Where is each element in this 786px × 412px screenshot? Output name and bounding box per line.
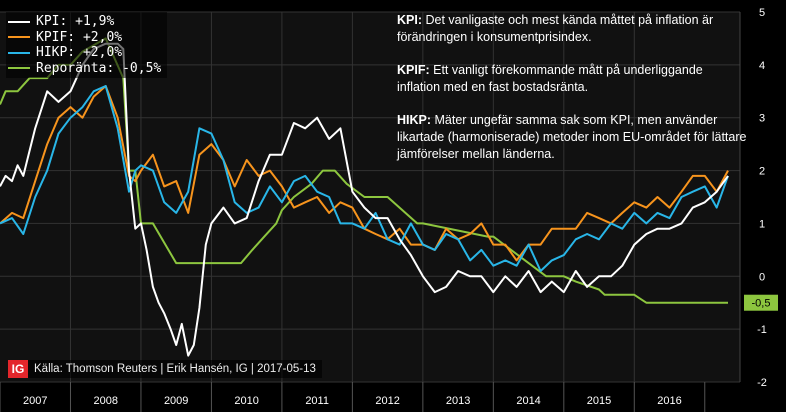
y-tick-label: 5 (759, 7, 765, 19)
note-term-hikp: HIKP: (397, 113, 432, 127)
note-text-kpif: Ett vanligt förekommande mått på underli… (397, 63, 703, 94)
legend-swatch-kpi (8, 20, 30, 23)
x-tick-label: 2011 (305, 395, 329, 407)
legend-label-repo: Reporänta: -0,5% (36, 60, 162, 76)
legend-item-kpif: KPIF: +2,0% (8, 30, 161, 46)
definitions-panel: KPI: Det vanligaste och mest kända måtte… (397, 12, 747, 179)
y-tick-label: -1 (757, 324, 767, 336)
y-tick-label: 3 (759, 113, 765, 125)
x-tick-label: 2012 (375, 395, 399, 407)
y-tick-label: 2 (759, 166, 765, 178)
legend-swatch-kpif (8, 36, 30, 39)
legend-item-kpi: KPI: +1,9% (8, 14, 161, 30)
source-text: Källa: Thomson Reuters | Erik Hansén, IG… (34, 363, 316, 375)
legend-item-hikp: HIKP: +2,0% (8, 45, 161, 61)
note-term-kpif: KPIF: (397, 63, 430, 77)
repo-end-label: -0,5 (752, 298, 771, 310)
y-tick-label: 0 (759, 271, 765, 283)
note-hikp: HIKP: Mäter ungefär samma sak som KPI, m… (397, 112, 747, 163)
legend-swatch-hikp (8, 51, 30, 54)
note-text-kpi: Det vanligaste och mest kända måttet på … (397, 13, 714, 44)
x-tick-label: 2016 (657, 395, 681, 407)
legend-label-kpif: KPIF: +2,0% (36, 29, 123, 45)
x-tick-label: 2014 (516, 395, 540, 407)
x-tick-label: 2009 (164, 395, 188, 407)
x-tick-label: 2013 (446, 395, 470, 407)
y-tick-label: 1 (759, 218, 765, 230)
x-tick-label: 2015 (587, 395, 611, 407)
note-term-kpi: KPI: (397, 13, 422, 27)
legend-item-repo: Reporänta: -0,5% (8, 61, 161, 77)
y-tick-label: -2 (757, 377, 767, 389)
note-kpi: KPI: Det vanligaste och mest kända måtte… (397, 12, 747, 46)
x-tick-label: 2008 (93, 395, 117, 407)
series-line-hikp (0, 85, 729, 272)
y-tick-label: 4 (759, 60, 765, 72)
repo-end-label-box (744, 294, 778, 311)
source-credit: IG Källa: Thomson Reuters | Erik Hansén,… (8, 360, 322, 378)
legend-label-hikp: HIKP: +2,0% (36, 45, 123, 61)
note-text-hikp: Mäter ungefär samma sak som KPI, men anv… (397, 113, 747, 161)
series-line-kpif (0, 85, 729, 262)
chart-legend: KPI: +1,9% KPIF: +2,0% HIKP: +2,0% Repor… (6, 12, 168, 78)
legend-label-kpi: KPI: +1,9% (36, 14, 115, 30)
note-kpif: KPIF: Ett vanligt förekommande mått på u… (397, 62, 747, 96)
x-tick-label: 2007 (23, 395, 47, 407)
legend-swatch-repo (8, 67, 30, 70)
x-tick-label: 2010 (234, 395, 258, 407)
ig-logo: IG (8, 360, 28, 378)
